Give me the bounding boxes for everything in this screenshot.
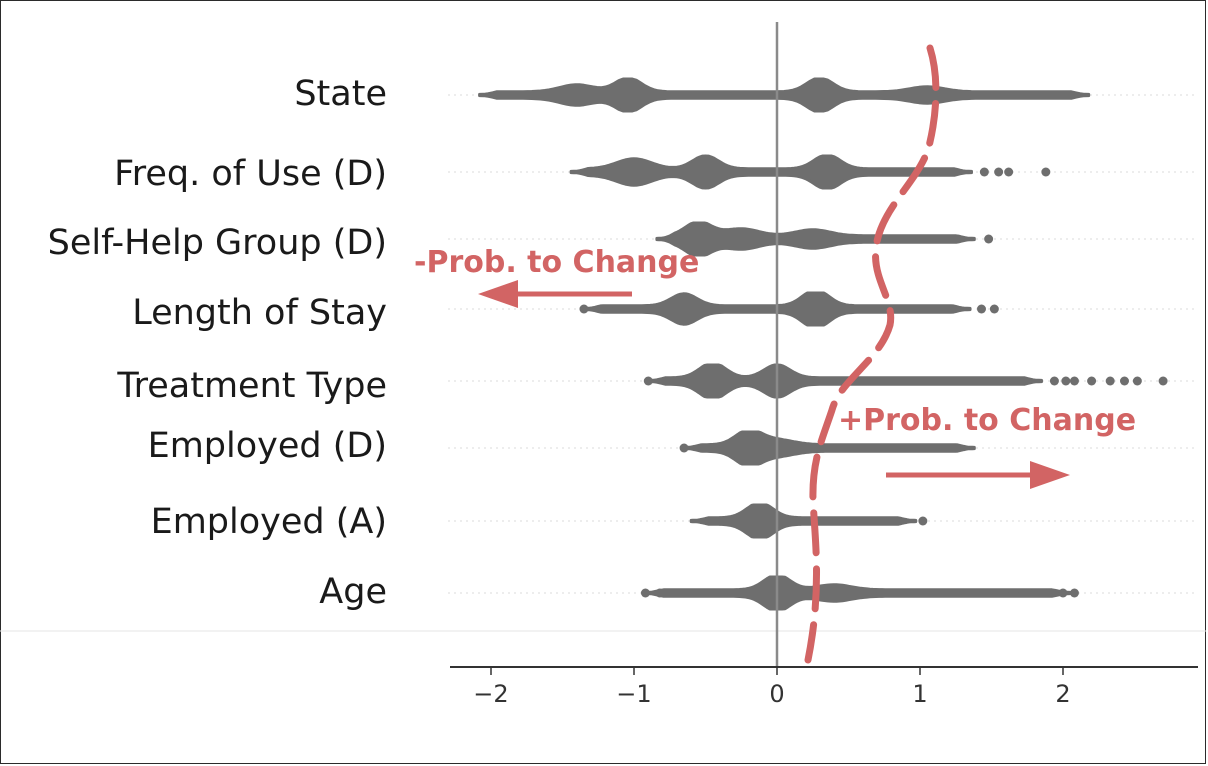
x-tick-label: 2 xyxy=(1055,680,1070,708)
neg-annotation: -Prob. to Change xyxy=(414,245,699,280)
swarm-row-employed-d xyxy=(679,430,976,466)
feature-label-self-help-group: Self-Help Group (D) xyxy=(47,223,387,263)
swarm-rows xyxy=(478,77,1168,611)
pos-annotation: +Prob. to Change xyxy=(838,403,1136,438)
outlier-point xyxy=(1069,588,1079,598)
outlier-point xyxy=(1087,376,1097,386)
outlier-point xyxy=(1119,376,1129,386)
feature-label-age: Age xyxy=(319,572,387,612)
outlier-point xyxy=(1061,376,1071,386)
outlier-point xyxy=(1008,588,1018,598)
swarm-density xyxy=(478,77,1091,113)
outlier-point xyxy=(1132,376,1142,386)
x-tick-label: −2 xyxy=(473,680,508,708)
pos-arrow-head xyxy=(1030,461,1070,489)
outlier-point xyxy=(679,443,689,453)
swarm-row-self-help-group xyxy=(655,221,994,257)
outlier-point xyxy=(918,516,928,526)
swarm-row-freq-of-use xyxy=(569,154,1051,190)
annotations: -Prob. to Change +Prob. to Change xyxy=(414,44,1136,664)
decision-boundary xyxy=(804,44,940,664)
feature-label-state: State xyxy=(294,74,387,114)
outlier-point xyxy=(1049,376,1059,386)
outlier-point xyxy=(979,167,989,177)
feature-label-treatment-type: Treatment Type xyxy=(117,366,387,406)
swarm-density xyxy=(682,430,976,466)
swarm-density xyxy=(655,221,976,257)
outlier-point xyxy=(612,304,622,314)
outlier-point xyxy=(643,376,653,386)
neg-arrow-head xyxy=(478,280,518,308)
outlier-point xyxy=(640,588,650,598)
swarm-row-length-of-stay xyxy=(579,291,999,327)
outlier-point xyxy=(1018,588,1028,598)
feature-label-freq-of-use: Freq. of Use (D) xyxy=(114,154,387,194)
outlier-point xyxy=(1004,167,1014,177)
outlier-point xyxy=(994,167,1004,177)
outlier-point xyxy=(976,304,986,314)
swarm-density xyxy=(569,154,973,190)
outlier-point xyxy=(1069,376,1079,386)
outlier-point xyxy=(598,304,608,314)
swarm-density xyxy=(643,575,1072,611)
outlier-point xyxy=(579,304,589,314)
outlier-point xyxy=(989,304,999,314)
swarm-row-treatment-type xyxy=(643,363,1168,399)
outlier-point xyxy=(655,588,665,598)
x-tick-label: 0 xyxy=(769,680,784,708)
outlier-point xyxy=(994,588,1004,598)
outlier-point xyxy=(1158,376,1168,386)
swarm-row-age xyxy=(640,575,1079,611)
outlier-point xyxy=(1044,588,1054,598)
x-tick-label: −1 xyxy=(616,680,651,708)
feature-label-employed-d: Employed (D) xyxy=(147,426,387,466)
feature-label-length-of-stay: Length of Stay xyxy=(132,293,387,333)
x-axis: −2 −1 0 1 2 xyxy=(450,666,1198,708)
outlier-point xyxy=(1041,167,1051,177)
outlier-point xyxy=(1105,376,1115,386)
outlier-point xyxy=(1058,588,1068,598)
x-tick-label: 1 xyxy=(912,680,927,708)
swarm-density xyxy=(689,503,918,539)
feature-label-employed-a: Employed (A) xyxy=(150,502,387,542)
outlier-point xyxy=(1029,588,1039,598)
outlier-point xyxy=(984,234,994,244)
swarm-row-state xyxy=(478,77,1091,113)
swarm-row-employed-a xyxy=(689,503,928,539)
